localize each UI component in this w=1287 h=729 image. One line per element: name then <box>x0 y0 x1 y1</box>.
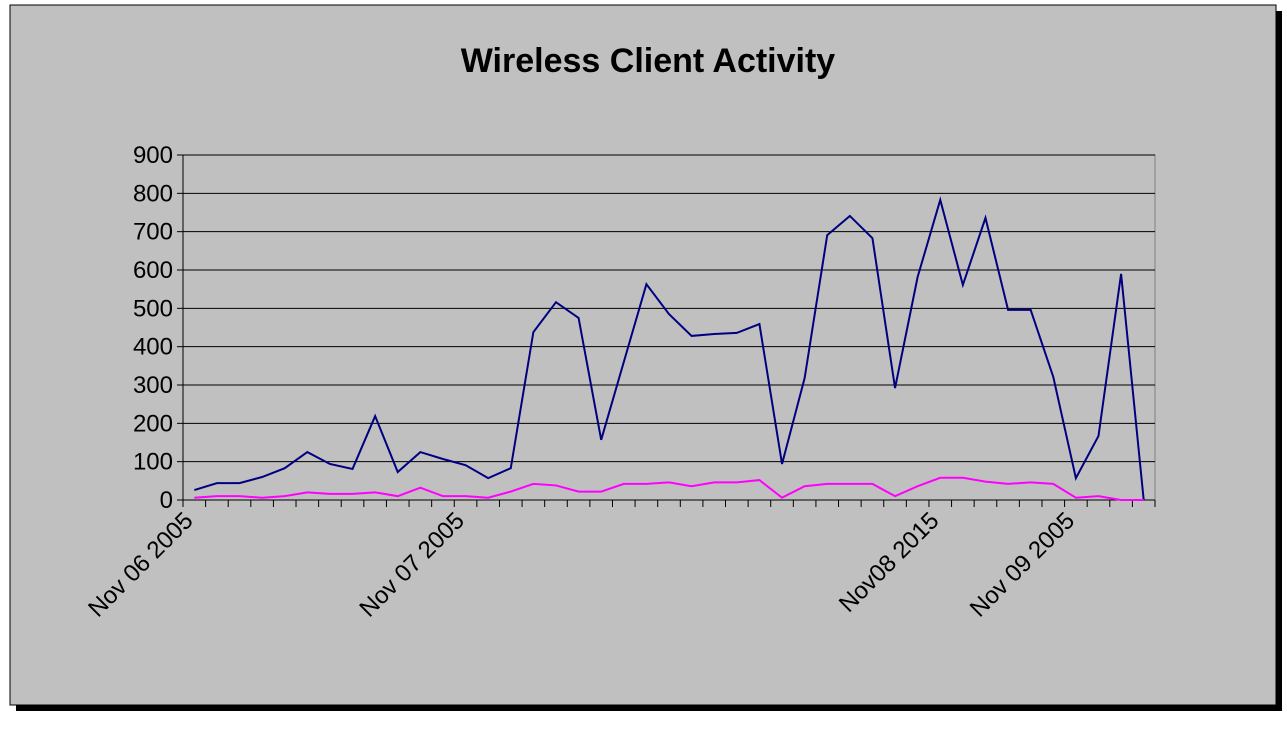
y-tick-label: 900 <box>133 142 173 169</box>
y-tick-label: 800 <box>133 180 173 207</box>
chart-title: Wireless Client Activity <box>461 42 836 80</box>
y-tick-label: 200 <box>133 410 173 437</box>
y-tick-label: 500 <box>133 295 173 322</box>
y-tick-label: 700 <box>133 219 173 246</box>
y-tick-label: 600 <box>133 257 173 284</box>
y-tick-label: 100 <box>133 449 173 476</box>
series-line <box>194 196 1145 501</box>
y-tick-label: 300 <box>133 372 173 399</box>
y-tick-label: 400 <box>133 334 173 361</box>
series-line <box>194 476 1144 501</box>
plot-area <box>182 154 1156 501</box>
y-tick-label: 0 <box>160 487 173 514</box>
